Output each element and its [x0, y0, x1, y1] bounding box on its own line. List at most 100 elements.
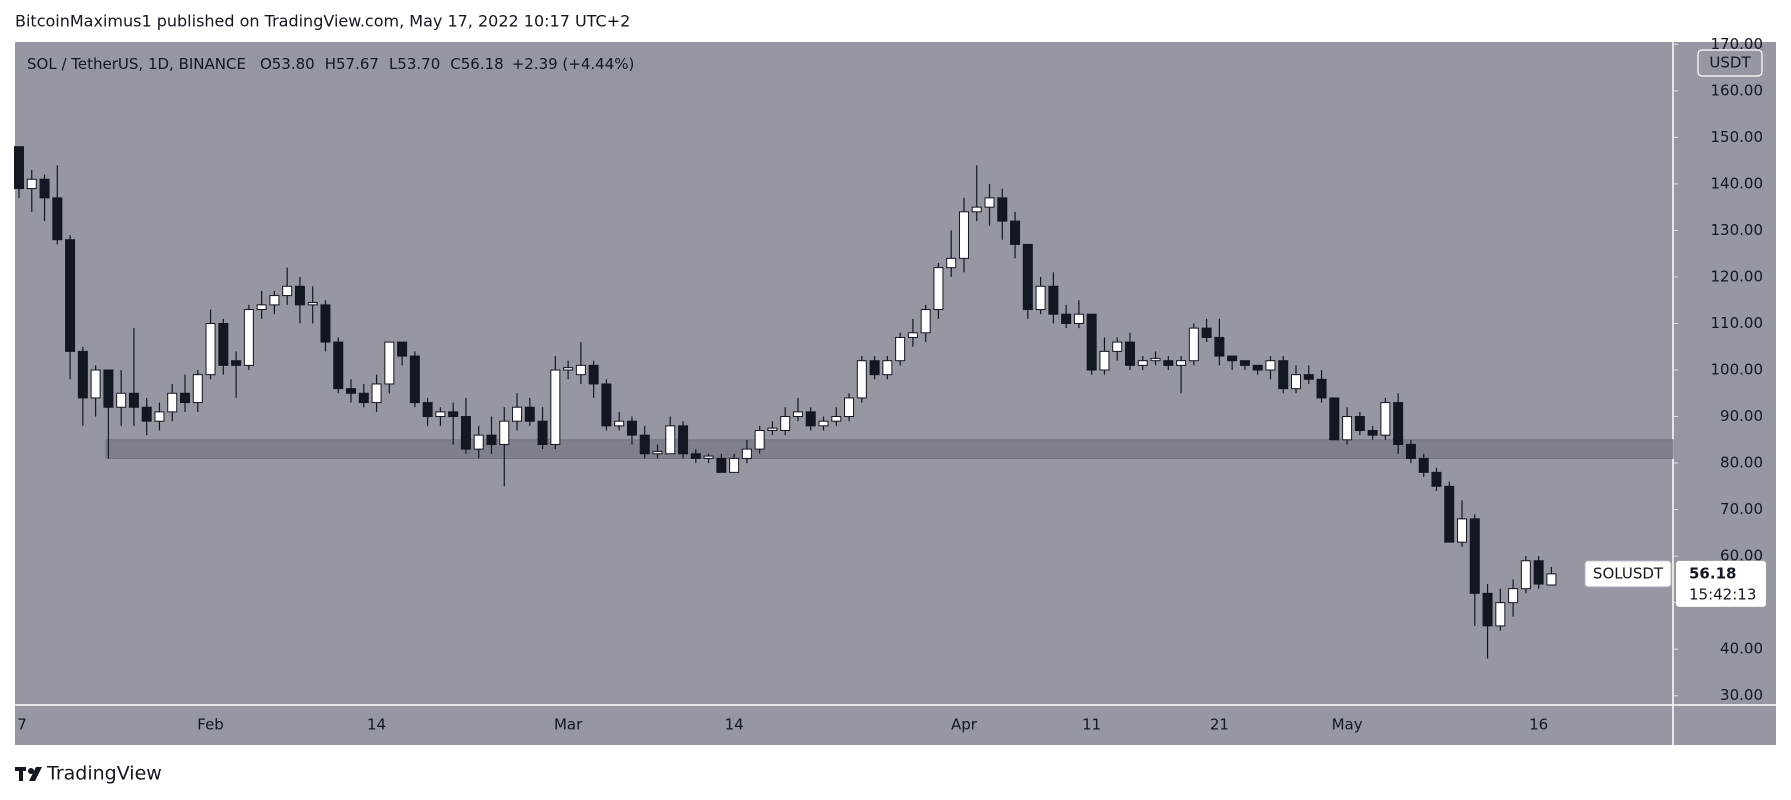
plot-background	[15, 42, 1776, 745]
candle-body	[435, 411, 446, 418]
candle-body	[269, 295, 280, 306]
y-tick-label: 80.00	[1720, 454, 1763, 472]
candle-body	[409, 355, 420, 404]
candle-body	[473, 434, 484, 450]
candle-body	[1444, 485, 1455, 543]
y-tick-label: 60.00	[1720, 547, 1763, 565]
candle-body	[729, 457, 740, 473]
legend-value: 53.80	[272, 55, 315, 73]
candle-body	[907, 332, 918, 338]
candle-body	[844, 397, 855, 418]
candle-body	[958, 211, 969, 259]
candle-body	[537, 420, 548, 445]
candle-body	[307, 302, 318, 306]
candle-body	[1176, 360, 1187, 366]
candle-body	[294, 285, 305, 306]
candle-body	[1418, 457, 1429, 473]
candle-body	[1291, 374, 1301, 390]
y-tick-label: 100.00	[1711, 361, 1764, 379]
candle-body	[882, 360, 893, 376]
candle-body	[971, 206, 982, 213]
candle-body	[77, 350, 88, 399]
candle-body	[1099, 350, 1110, 371]
candle-body	[14, 146, 24, 190]
candle-body	[1048, 285, 1059, 315]
currency-label: USDT	[1709, 54, 1751, 72]
price-value: 56.18	[1689, 564, 1736, 582]
x-tick-label: Apr	[951, 716, 978, 734]
candle-body	[243, 309, 254, 366]
candle-body	[767, 427, 778, 431]
y-tick-label: 70.00	[1720, 500, 1763, 518]
x-tick-label: Mar	[554, 716, 583, 734]
candle-body	[805, 411, 816, 427]
candle-body	[1354, 416, 1365, 431]
candle-body	[1546, 573, 1557, 586]
candle-body	[1073, 313, 1084, 324]
candle-body	[856, 360, 867, 399]
candle-body	[792, 411, 803, 418]
candle-body	[103, 369, 114, 408]
candle-body	[588, 364, 599, 385]
x-tick-label: 14	[725, 716, 744, 734]
candle-body	[601, 383, 612, 427]
candle-body	[1380, 402, 1391, 436]
y-tick-label: 90.00	[1720, 407, 1763, 425]
candle-body	[895, 336, 906, 362]
legend-value: 53.70	[397, 55, 440, 73]
candle-body	[1482, 592, 1493, 627]
candle-body	[192, 374, 203, 404]
candle-body	[346, 388, 357, 394]
candle-body	[1112, 341, 1123, 352]
candle-body	[333, 341, 344, 390]
candle-body	[1214, 336, 1225, 357]
price-name: SOLUSDT	[1593, 564, 1664, 582]
candle-body	[116, 392, 127, 408]
candle-body	[1367, 429, 1378, 436]
x-tick-label: 14	[367, 716, 386, 734]
candle-body	[984, 197, 995, 208]
candle-body	[639, 434, 650, 455]
x-tick-label: 11	[1082, 716, 1101, 734]
candle-body	[524, 406, 535, 422]
legend-key: L	[389, 55, 398, 73]
candle-body	[26, 178, 37, 190]
candle-body	[282, 285, 293, 297]
candle-body	[1342, 416, 1353, 441]
candle-body	[205, 322, 216, 376]
candle-body	[231, 360, 242, 366]
candle-body	[1010, 220, 1021, 245]
support-zone	[105, 439, 1674, 459]
candle-body	[1239, 360, 1250, 366]
candle-body	[703, 455, 714, 459]
price-value-box	[1676, 560, 1766, 607]
candle-body	[1163, 360, 1174, 366]
y-tick-label: 140.00	[1711, 174, 1764, 192]
candle-body	[1393, 402, 1404, 445]
y-tick-label: 110.00	[1711, 314, 1764, 332]
candle-body	[1061, 313, 1072, 324]
x-tick-label: Feb	[197, 716, 224, 734]
candle-body	[920, 309, 931, 334]
candle-body	[831, 416, 842, 422]
candle-body	[1188, 327, 1199, 362]
candle-body	[256, 304, 267, 311]
candle-body	[460, 416, 471, 450]
candle-body	[422, 402, 433, 418]
candle-body	[512, 406, 523, 422]
candle-body	[1508, 588, 1519, 604]
candle-body	[397, 341, 408, 357]
candle-body	[1086, 313, 1097, 371]
price-name-box	[1584, 560, 1672, 588]
candle-body	[1035, 285, 1046, 311]
legend-key: O	[260, 55, 272, 73]
y-tick-label: 120.00	[1711, 267, 1764, 285]
candle-body	[869, 360, 880, 376]
candle-body	[665, 425, 676, 455]
candle-body	[575, 364, 586, 376]
legend-value: 56.18	[461, 55, 504, 73]
candle-body	[1252, 364, 1263, 371]
candle-body	[652, 450, 663, 455]
